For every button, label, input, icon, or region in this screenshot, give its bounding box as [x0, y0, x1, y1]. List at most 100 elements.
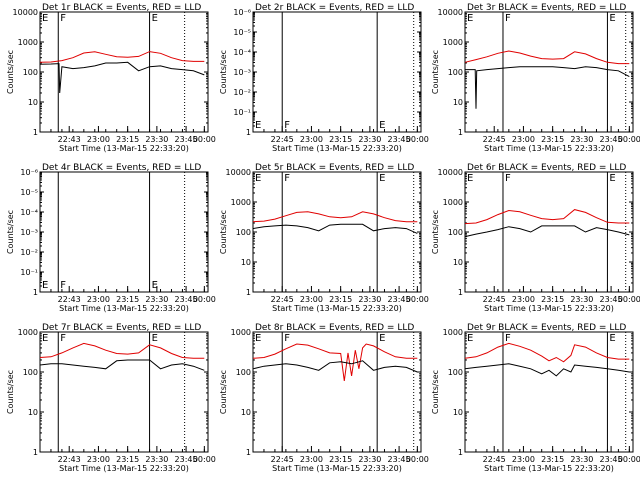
y-tick-label: 10000	[438, 8, 463, 17]
y-tick-label: 1	[33, 288, 38, 297]
y-tick-label: 100	[236, 368, 251, 377]
panel-title: Det 3r BLACK = Events, RED = LLD	[467, 3, 626, 13]
event-marker-label: E	[609, 173, 615, 184]
panel-det-2: Det 2r BLACK = Events, RED = LLD 1 10⁻¹ 10⁻…	[219, 3, 429, 153]
event-marker-label: F	[284, 173, 290, 184]
y-tick-label: 10⁻⁴	[20, 208, 38, 217]
panel-title: Det 6r BLACK = Events, RED = LLD	[467, 163, 626, 173]
y-tick-label: 1	[458, 288, 463, 297]
x-axis-label: Start Time (13-Mar-15 22:33:20)	[59, 304, 189, 313]
x-tick-label: 22:45	[271, 135, 294, 144]
x-tick-label: 23:30	[570, 135, 593, 144]
x-tick-label: 22:45	[483, 135, 506, 144]
panel-title: Det 9r BLACK = Events, RED = LLD	[467, 323, 626, 333]
y-tick-label: 100	[23, 368, 38, 377]
panel-title: Det 5r BLACK = Events, RED = LLD	[255, 163, 414, 173]
events-series-line	[252, 360, 418, 373]
events-series-line	[39, 61, 205, 94]
panel-det-5: Det 5r BLACK = Events, RED = LLD 1 10 100 10…	[219, 163, 429, 313]
y-tick-label: 1	[33, 448, 38, 457]
y-tick-label: 1000	[443, 328, 463, 337]
panel-det-6: Det 6r BLACK = Events, RED = LLD 1 10 100 10…	[431, 163, 640, 313]
x-tick-label: 00:00	[193, 295, 216, 304]
lld-series-line	[252, 343, 418, 381]
y-tick-label: 10⁻⁶	[233, 8, 251, 17]
y-tick-label: 100	[23, 68, 38, 77]
y-tick-label: 1000	[18, 38, 38, 47]
plot-frame	[39, 331, 209, 453]
y-tick-label: 10	[241, 258, 251, 267]
event-marker-label: E	[379, 173, 385, 184]
y-tick-label: 10	[28, 408, 38, 417]
x-tick-label: 00:00	[618, 455, 640, 464]
x-tick-label: 23:45	[175, 455, 198, 464]
lld-series-line	[39, 342, 205, 359]
event-marker-label: E	[379, 333, 385, 344]
x-tick-label: 00:00	[406, 135, 429, 144]
y-axis-label: Counts/sec	[219, 50, 228, 94]
event-marker-label: E	[467, 173, 473, 184]
x-tick-label: 23:30	[145, 455, 168, 464]
y-axis-label: Counts/sec	[219, 210, 228, 254]
y-tick-label: 10⁻²	[233, 88, 251, 97]
y-tick-label: 10⁻³	[233, 68, 251, 77]
x-tick-label: 23:45	[388, 135, 411, 144]
y-tick-label: 100	[448, 228, 463, 237]
plot-frame	[252, 331, 422, 453]
panel-title: Det 4r BLACK = Events, RED = LLD	[42, 163, 201, 173]
x-tick-label: 23:00	[87, 295, 110, 304]
x-tick-label: 23:15	[329, 455, 352, 464]
event-marker-label: E	[152, 13, 158, 24]
y-tick-label: 10⁻⁵	[20, 188, 38, 197]
x-tick-label: 23:45	[175, 295, 198, 304]
plot-frame	[39, 171, 209, 293]
y-tick-label: 10⁻⁴	[233, 48, 251, 57]
event-marker-label: E	[467, 13, 473, 24]
y-tick-label: 1	[458, 128, 463, 137]
event-marker-label: F	[505, 173, 511, 184]
x-tick-label: 23:15	[329, 295, 352, 304]
plot-frame	[252, 11, 422, 133]
x-tick-label: 23:00	[512, 455, 535, 464]
x-axis-label: Start Time (13-Mar-15 22:33:20)	[484, 144, 614, 153]
y-tick-label: 10	[28, 98, 38, 107]
lld-series-line	[464, 209, 630, 225]
panel-det-1: Det 1r BLACK = Events, RED = LLD 1 10 100 10…	[6, 3, 216, 153]
events-series-line	[465, 66, 630, 109]
x-tick-label: 00:00	[406, 295, 429, 304]
x-tick-label: 23:00	[512, 295, 535, 304]
x-tick-label: 23:15	[116, 455, 139, 464]
y-tick-label: 1	[246, 448, 251, 457]
event-marker-label: F	[284, 333, 290, 344]
lld-series-line	[464, 342, 630, 363]
event-marker-label: E	[152, 333, 158, 344]
x-tick-label: 23:00	[512, 135, 535, 144]
y-tick-label: 10	[453, 258, 463, 267]
panel-det-4: Det 4r BLACK = Events, RED = LLD 1 10⁻¹ 10⁻…	[6, 163, 216, 313]
plot-frame	[252, 171, 422, 293]
event-marker-label: F	[505, 13, 511, 24]
panel-det-8: Det 8r BLACK = Events, RED = LLD 1 10 100 10…	[219, 323, 429, 473]
x-tick-label: 23:30	[358, 295, 381, 304]
y-tick-label: 10⁻⁶	[20, 168, 38, 177]
y-tick-label: 1	[246, 128, 251, 137]
x-tick-label: 00:00	[618, 135, 640, 144]
y-axis-label: Counts/sec	[431, 370, 440, 414]
x-axis-label: Start Time (13-Mar-15 22:33:20)	[59, 464, 189, 473]
y-tick-label: 100	[448, 368, 463, 377]
y-tick-label: 1000	[231, 198, 251, 207]
x-tick-label: 23:00	[300, 135, 323, 144]
x-tick-label: 00:00	[193, 455, 216, 464]
y-tick-label: 10000	[13, 8, 38, 17]
y-tick-label: 10	[453, 98, 463, 107]
x-tick-label: 23:30	[145, 295, 168, 304]
panel-det-7: Det 7r BLACK = Events, RED = LLD 1 10 100 10…	[6, 323, 216, 473]
event-marker-label: E	[379, 120, 385, 131]
lld-series-line	[464, 50, 630, 65]
x-tick-label: 23:45	[600, 295, 623, 304]
event-marker-label: E	[609, 13, 615, 24]
lld-series-line	[39, 51, 205, 63]
event-marker-label: E	[609, 333, 615, 344]
x-tick-label: 22:45	[271, 455, 294, 464]
event-marker-label: F	[505, 333, 511, 344]
